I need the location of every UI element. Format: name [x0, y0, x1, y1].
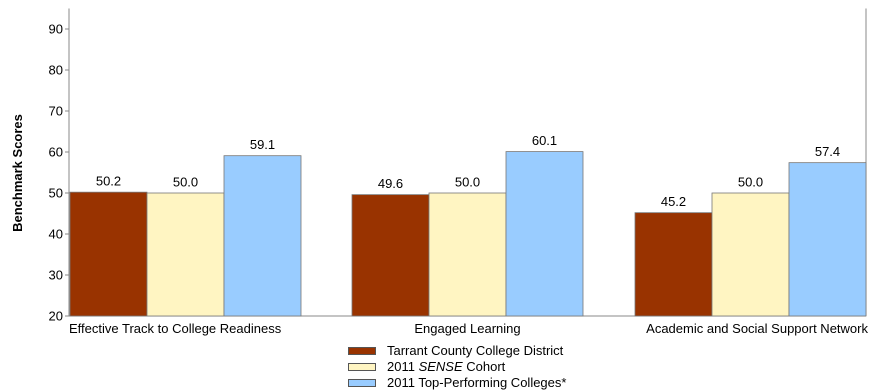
legend-item-tarrant: Tarrant County College District: [348, 343, 648, 359]
legend-label-sense-em: SENSE: [418, 359, 463, 374]
data-label-1-3: 59.1: [250, 137, 275, 152]
y-tick-label: 90: [49, 22, 63, 37]
data-label-3-3: 57.4: [815, 144, 840, 159]
chart-bars: [69, 151, 867, 317]
legend-label-sense-cohort: 2011 SENSE Cohort: [387, 359, 505, 375]
y-axis-label: Benchmark Scores: [10, 114, 25, 232]
legend-label-sense-suffix: Cohort: [462, 359, 506, 374]
chart-legend: Tarrant County College District 2011 SEN…: [348, 343, 648, 391]
legend-swatch-sense-cohort: [348, 363, 376, 371]
bar-2-3: [505, 151, 584, 317]
y-tick-label: 30: [49, 268, 63, 283]
legend-swatch-tarrant: [348, 347, 376, 355]
legend-label-top-performing: 2011 Top-Performing Colleges*: [387, 375, 567, 390]
data-label-1-2: 50.0: [173, 175, 198, 190]
category-label-1: Effective Track to College Readiness: [69, 321, 282, 336]
legend-item-sense-cohort: 2011 SENSE Cohort: [348, 359, 648, 375]
y-tick-label: 80: [49, 63, 63, 78]
bar-3-1: [634, 212, 713, 317]
bar-2-1: [351, 194, 430, 317]
y-tick-label: 50: [49, 186, 63, 201]
chart-labels: 50.2 50.0 59.1 Effective Track to College R…: [69, 133, 868, 336]
legend-label-tarrant: Tarrant County College District: [387, 343, 564, 358]
data-label-3-1: 45.2: [661, 194, 686, 209]
data-label-2-3: 60.1: [532, 133, 557, 148]
legend-label-sense-prefix: 2011: [387, 359, 419, 374]
bar-1-3: [223, 155, 302, 317]
y-tick-label: 40: [49, 227, 63, 242]
bar-1-1: [69, 191, 148, 317]
data-label-2-1: 49.6: [378, 176, 403, 191]
legend-item-top-performing: 2011 Top-Performing Colleges*: [348, 375, 648, 391]
y-tick-label: 60: [49, 145, 63, 160]
bar-1-2: [146, 192, 225, 317]
data-label-2-2: 50.0: [455, 175, 480, 190]
data-label-1-1: 50.2: [96, 174, 121, 189]
bar-3-3: [788, 162, 867, 317]
bar-3-2: [711, 192, 790, 317]
y-tick-label: 70: [49, 104, 63, 119]
y-tick-label: 20: [49, 309, 63, 324]
data-label-3-2: 50.0: [738, 175, 763, 190]
legend-swatch-top-performing: [348, 379, 376, 387]
bar-2-2: [428, 192, 507, 317]
category-label-2: Engaged Learning: [414, 321, 520, 336]
category-label-3: Academic and Social Support Network: [646, 321, 868, 336]
